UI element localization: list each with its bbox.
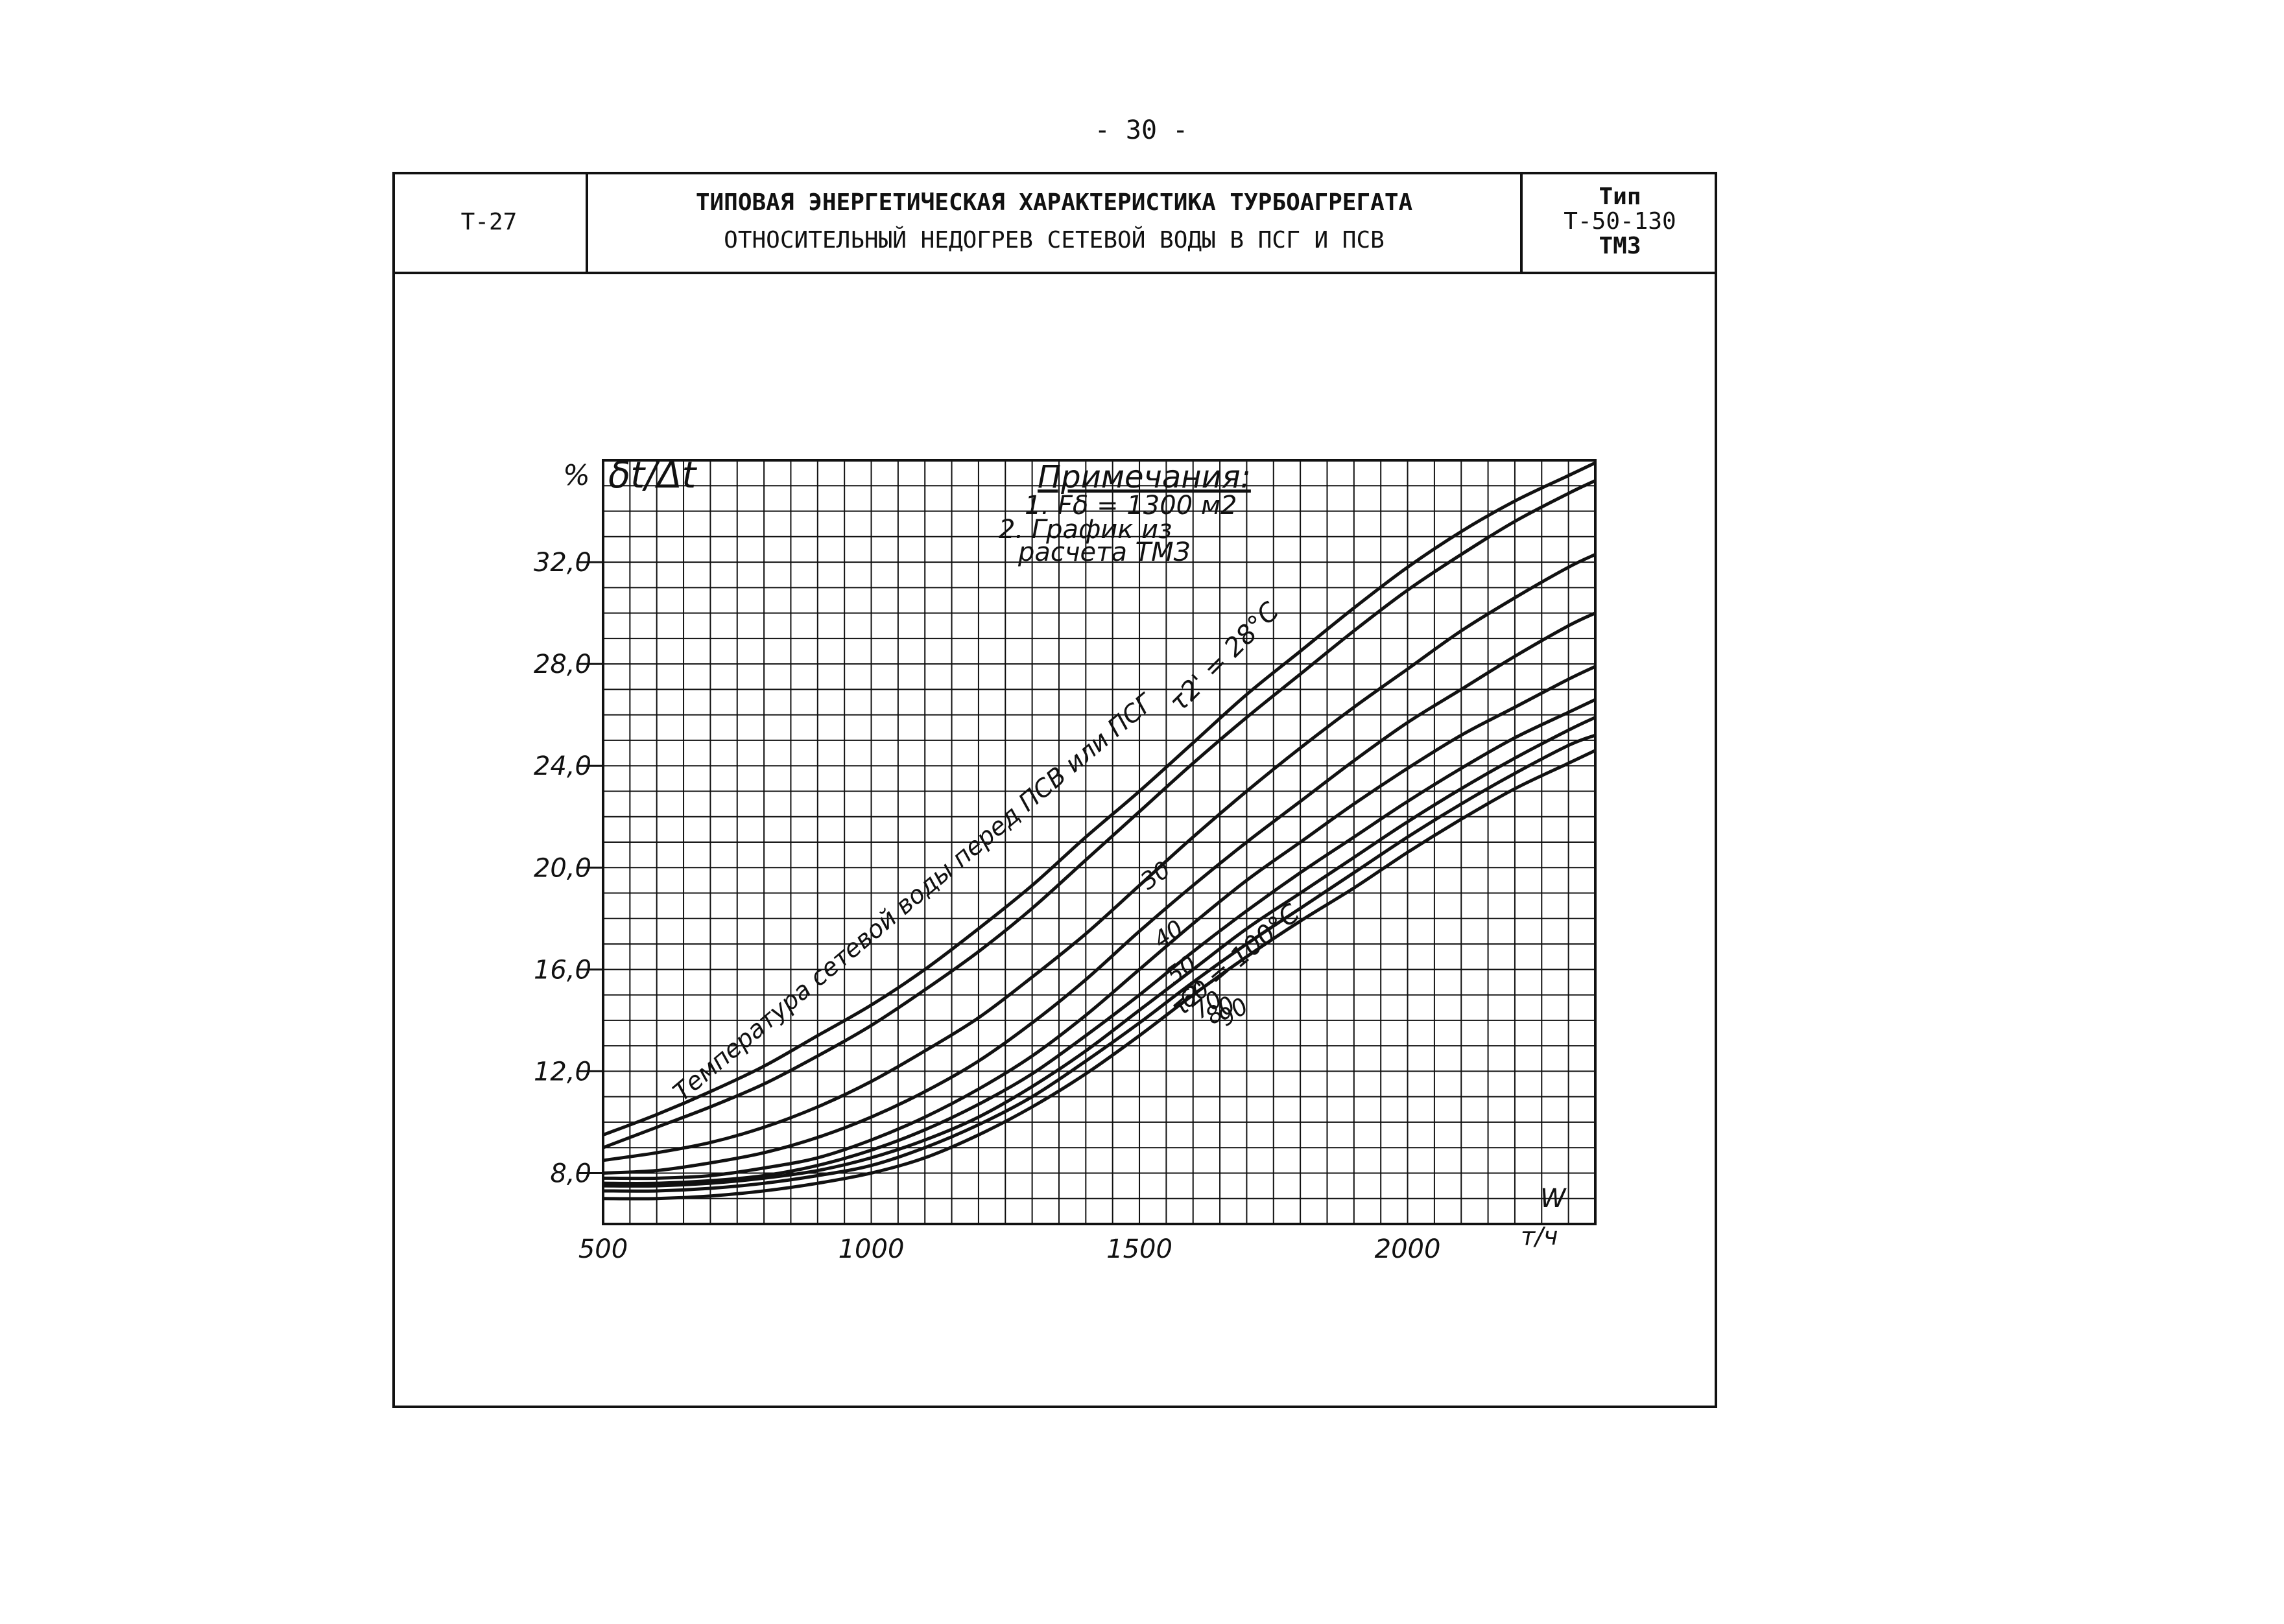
series-label-40: 40 (1149, 915, 1189, 954)
x-axis-label: W (1540, 1184, 1567, 1214)
y-unit-label: % (563, 459, 590, 492)
type-model: Т-50-130 (1564, 208, 1676, 235)
sheet-frame (392, 172, 1717, 1408)
type-maker: ТМЗ (1599, 233, 1641, 259)
y-tick-label: 12,0 (534, 1057, 591, 1087)
series-line-90 (602, 733, 1596, 1193)
notes-line-1: 1. Fδ = 1300 м2 (1025, 491, 1237, 521)
y-tick-label: 20,0 (534, 853, 591, 883)
series-line-70 (602, 698, 1597, 1185)
series-line-28 (602, 461, 1597, 1136)
x-tick-label: 500 (578, 1234, 628, 1264)
series-lines (602, 461, 1597, 1201)
series-line-100 (602, 749, 1597, 1201)
tick-labels: 500 1000 1500 2000 8,0 12,0 16,0 20,0 24,0 28,0 32… (534, 548, 1441, 1264)
notes-line-2: 2. График из (999, 515, 1172, 545)
series-line-30 (602, 479, 1597, 1149)
y-tick-label: 8,0 (550, 1159, 591, 1188)
x-unit-label: т/ч (1521, 1222, 1558, 1251)
type-label: Тип (1599, 183, 1641, 210)
notes-line-3: расчета ТМЗ (1017, 537, 1190, 567)
x-tick-label: 1500 (1106, 1234, 1172, 1264)
sheet-code: Т-27 (392, 172, 588, 272)
y-tick-label: 16,0 (534, 955, 591, 985)
turbine-type: Тип Т-50-130 ТМЗ (1523, 172, 1717, 272)
y-tick-label: 32,0 (534, 548, 591, 578)
y-tick-label: 28,0 (534, 650, 591, 679)
plot-border (602, 459, 1597, 1225)
title-block: Т-27 ТИПОВАЯ ЭНЕРГЕТИЧЕСКАЯ ХАРАКТЕРИСТИ… (392, 172, 1717, 274)
series-line-50 (602, 611, 1597, 1175)
y-axis-label: δt/Δt (608, 454, 697, 497)
x-tick-label: 2000 (1375, 1234, 1441, 1264)
title-line-1: ТИПОВАЯ ЭНЕРГЕТИЧЕСКАЯ ХАРАКТЕРИСТИКА ТУ… (695, 189, 1413, 216)
notes-block: Примечания: 1. Fδ = 1300 м2 2. График из… (999, 459, 1251, 567)
title-line-2: ОТНОСИТЕЛЬНЫЙ НЕДОГРЕВ СЕТЕВОЙ ВОДЫ В ПС… (724, 227, 1385, 253)
page-number: - 30 - (1094, 115, 1189, 145)
series-line-80 (602, 716, 1597, 1188)
sheet-title: ТИПОВАЯ ЭНЕРГЕТИЧЕСКАЯ ХАРАКТЕРИСТИКА ТУ… (588, 172, 1523, 272)
series-label-30: 30 (1136, 856, 1176, 895)
x-tick-label: 1000 (839, 1234, 905, 1264)
grid (577, 460, 1595, 1224)
notes-heading: Примечания: (1038, 459, 1251, 495)
series-line-60 (602, 665, 1597, 1181)
y-tick-label: 24,0 (534, 751, 591, 781)
series-line-40 (602, 553, 1597, 1162)
